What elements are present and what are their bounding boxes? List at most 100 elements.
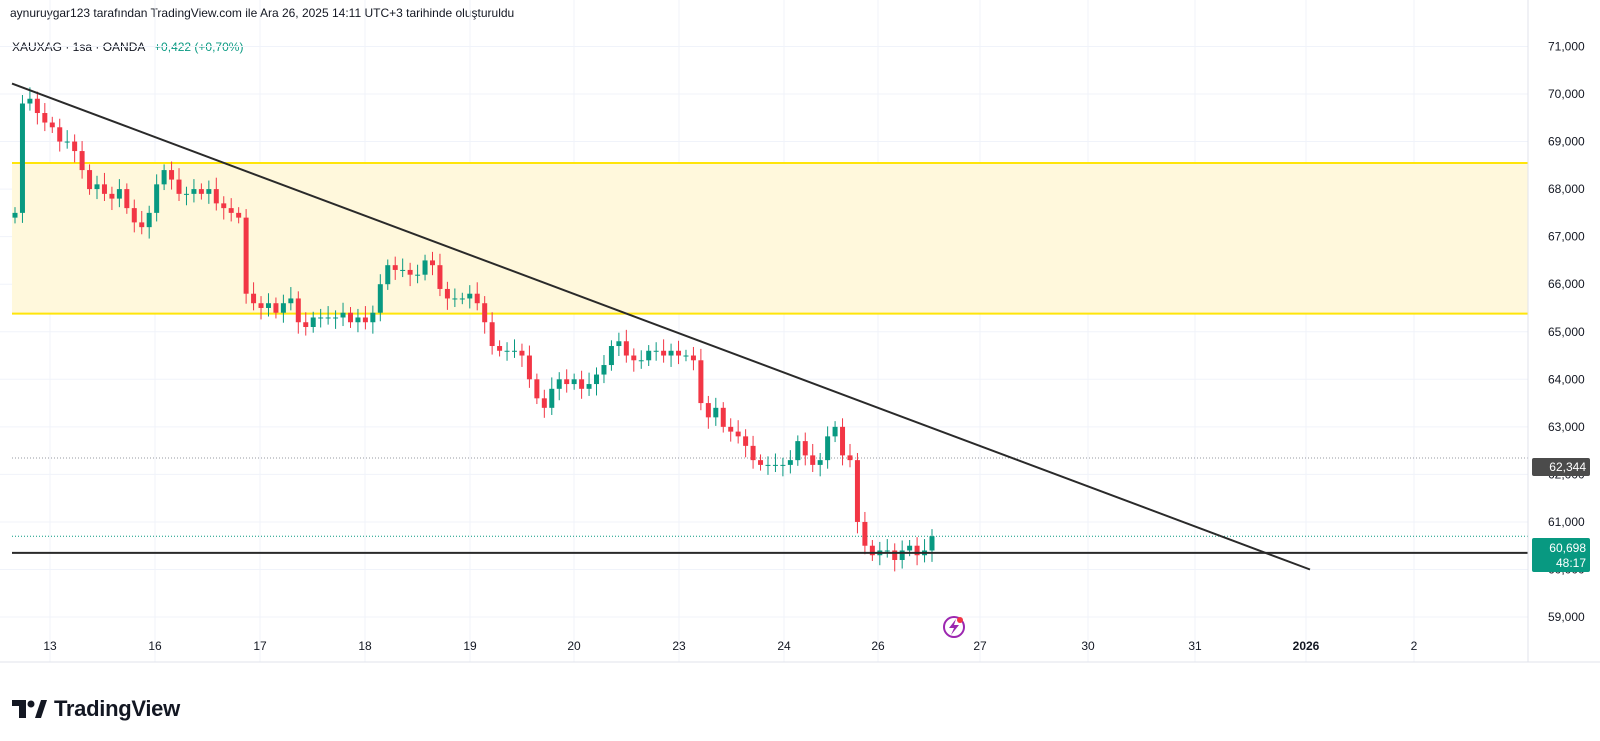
symbol-info[interactable]: XAUXAG · 1sa · OANDA xyxy=(12,40,145,54)
candle xyxy=(616,332,622,357)
candle xyxy=(832,421,838,443)
price-tick-label: 71,000 xyxy=(1548,39,1585,53)
candle xyxy=(534,373,540,405)
supply-zone xyxy=(12,162,1528,314)
candle xyxy=(19,94,25,223)
candle xyxy=(161,164,167,191)
candle xyxy=(333,310,339,329)
candle xyxy=(146,205,152,239)
candle xyxy=(564,369,570,393)
time-axis[interactable]: 13 16 17 18 19 20 23 24 26 27 30 31 2026 2 xyxy=(43,639,1417,653)
candle xyxy=(87,164,93,195)
candle xyxy=(101,172,107,201)
tradingview-logo[interactable]: TradingView xyxy=(12,696,180,722)
candle xyxy=(79,141,85,179)
candle xyxy=(579,370,585,399)
time-tick-label: 13 xyxy=(43,639,57,653)
price-tick-label: 59,000 xyxy=(1548,610,1585,624)
candle xyxy=(139,210,145,235)
grid-lines xyxy=(0,0,1528,662)
price-tick-label: 64,000 xyxy=(1548,372,1585,386)
candle xyxy=(653,342,659,361)
candle xyxy=(720,402,726,433)
candle xyxy=(64,130,70,149)
candle xyxy=(683,349,689,362)
candle xyxy=(258,296,264,320)
candle xyxy=(213,177,219,211)
last-price-text: 60,698 xyxy=(1549,541,1586,555)
candle xyxy=(474,282,480,311)
price-tick-label: 66,000 xyxy=(1548,277,1585,291)
candle xyxy=(310,311,316,333)
candle xyxy=(377,274,383,322)
candle xyxy=(236,207,242,224)
candle xyxy=(191,179,197,203)
price-tick-label: 70,000 xyxy=(1548,87,1585,101)
candle xyxy=(914,537,920,566)
chart-caption: aynuruygar123 tarafından TradingView.com… xyxy=(10,6,515,20)
candle xyxy=(288,287,294,311)
candle xyxy=(802,432,808,466)
candle xyxy=(631,348,637,372)
candle xyxy=(415,264,421,284)
candle xyxy=(295,291,301,334)
candle xyxy=(795,435,801,466)
candle xyxy=(489,312,495,355)
candle xyxy=(787,450,793,474)
candle xyxy=(862,511,868,555)
event-icon[interactable] xyxy=(943,616,965,638)
candle xyxy=(131,199,137,233)
candle xyxy=(437,253,443,297)
candle xyxy=(34,91,40,125)
candle xyxy=(109,186,115,211)
candle xyxy=(735,420,741,444)
candle xyxy=(549,377,555,415)
candle xyxy=(42,103,48,132)
candle xyxy=(116,179,122,208)
time-tick-label: 27 xyxy=(973,639,987,653)
candle xyxy=(840,418,846,466)
candle xyxy=(318,308,324,328)
candle xyxy=(713,397,719,426)
candle xyxy=(638,350,644,369)
price-tick-label: 61,000 xyxy=(1548,515,1585,529)
candle xyxy=(854,453,860,534)
time-tick-label: 20 xyxy=(567,639,581,653)
candle xyxy=(519,343,525,367)
price-tick-label: 65,000 xyxy=(1548,325,1585,339)
descending-trendline[interactable] xyxy=(11,82,1311,571)
candle xyxy=(750,435,756,469)
candle xyxy=(94,175,100,200)
candle xyxy=(280,294,286,323)
candle xyxy=(340,302,346,327)
price-tick-label: 67,000 xyxy=(1548,230,1585,244)
candle xyxy=(273,297,279,319)
candle xyxy=(758,454,764,471)
tradingview-logo-icon xyxy=(12,700,47,718)
marker-price-label: 62,344 xyxy=(1532,458,1590,476)
candle xyxy=(586,372,592,396)
candle xyxy=(922,539,928,563)
time-tick-label: 2026 xyxy=(1293,639,1320,653)
price-axis[interactable]: 59,00060,00061,00062,00063,00064,00065,0… xyxy=(1548,39,1585,624)
price-tick-label: 69,000 xyxy=(1548,135,1585,149)
candle xyxy=(668,343,674,367)
candle xyxy=(303,312,309,336)
time-tick-label: 16 xyxy=(148,639,162,653)
candle xyxy=(154,174,160,222)
candle xyxy=(884,539,890,558)
time-tick-label: 31 xyxy=(1188,639,1202,653)
last-price-label: 60,698 48:17 xyxy=(1532,538,1590,572)
candle xyxy=(370,305,376,334)
candle xyxy=(452,288,458,308)
candle xyxy=(467,285,473,309)
candle xyxy=(176,168,182,201)
candle xyxy=(49,116,55,133)
candle xyxy=(459,292,465,305)
candle xyxy=(601,355,607,384)
candle xyxy=(429,251,435,276)
candle xyxy=(541,389,547,418)
candle xyxy=(817,453,823,477)
symbol-legend[interactable]: XAUXAG · 1sa · OANDA +0,422 (+0,70%) xyxy=(12,40,243,54)
